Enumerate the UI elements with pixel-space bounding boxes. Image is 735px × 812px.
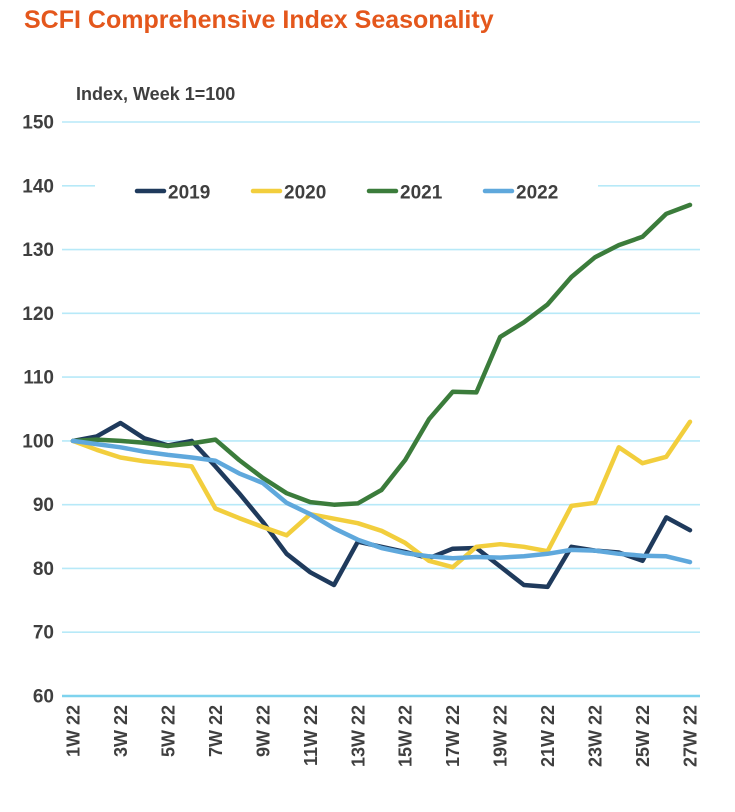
x-axis-tick-label: 21W 22 bbox=[538, 705, 558, 767]
x-axis-tick-label: 23W 22 bbox=[586, 705, 606, 767]
legend-item-2022: 2022 bbox=[482, 183, 558, 204]
y-axis-tick-label: 100 bbox=[22, 431, 54, 452]
legend-label-2021: 2021 bbox=[400, 183, 443, 204]
legend-label-2020: 2020 bbox=[284, 183, 326, 204]
x-axis-tick-label: 15W 22 bbox=[396, 705, 416, 767]
legend-item-2019: 2019 bbox=[134, 183, 210, 204]
x-axis-tick-label: 7W 22 bbox=[206, 705, 226, 757]
series-line-2021 bbox=[70, 202, 693, 507]
legend-item-2021: 2021 bbox=[366, 183, 443, 204]
y-axis-tick-label: 70 bbox=[33, 623, 54, 644]
y-axis-tick-label: 80 bbox=[33, 559, 54, 580]
y-axis-tick-label: 150 bbox=[22, 112, 54, 133]
legend-label-2022: 2022 bbox=[516, 183, 558, 204]
chart-title: SCFI Comprehensive Index Seasonality bbox=[24, 6, 494, 34]
x-axis-tick-label: 1W 22 bbox=[64, 705, 84, 757]
legend-item-2020: 2020 bbox=[250, 183, 326, 204]
x-axis-tick-label: 5W 22 bbox=[158, 705, 178, 757]
x-axis-tick-label: 25W 22 bbox=[633, 705, 653, 767]
y-axis-tick-label: 110 bbox=[23, 368, 54, 389]
chart-subtitle: Index, Week 1=100 bbox=[76, 84, 236, 104]
x-axis-tick-label: 17W 22 bbox=[443, 705, 463, 767]
x-axis-tick-label: 11W 22 bbox=[301, 705, 321, 766]
series-line-2022 bbox=[70, 438, 693, 565]
x-axis-tick-label: 9W 22 bbox=[253, 705, 273, 757]
x-axis-tick-label: 27W 22 bbox=[681, 705, 701, 767]
y-axis-tick-label: 130 bbox=[22, 240, 54, 261]
x-axis-tick-label: 19W 22 bbox=[491, 705, 511, 767]
y-axis-tick-label: 120 bbox=[22, 304, 54, 325]
series-line-2020 bbox=[70, 419, 693, 570]
legend-label-2019: 2019 bbox=[168, 183, 210, 204]
y-axis-tick-label: 140 bbox=[22, 176, 54, 197]
y-axis-tick-label: 60 bbox=[33, 687, 54, 708]
x-axis-tick-label: 3W 22 bbox=[111, 705, 131, 757]
y-axis-tick-label: 90 bbox=[33, 495, 54, 516]
x-axis-tick-label: 13W 22 bbox=[348, 705, 368, 767]
